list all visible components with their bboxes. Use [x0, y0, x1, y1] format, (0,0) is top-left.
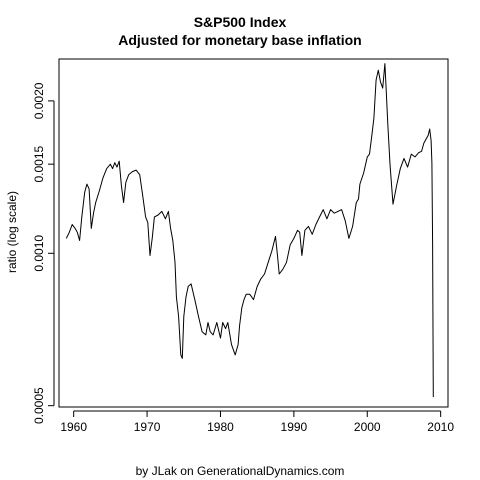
x-tick-label: 2010: [427, 420, 454, 434]
y-axis: 0.0005 0.0010 0.0015 0.0020: [32, 82, 55, 424]
x-tick-label: 1960: [60, 420, 87, 434]
x-tick-label: 1970: [134, 420, 161, 434]
y-tick-label: 0.0010: [32, 235, 46, 272]
credit-line: by JLak on GenerationalDynamics.com: [135, 464, 345, 478]
series-line: [65, 63, 434, 398]
x-axis: 1960 1970 1980 1990 2000 2010: [60, 410, 454, 434]
x-tick-label: 2000: [354, 420, 381, 434]
y-tick-label: 0.0015: [32, 145, 46, 182]
x-tick-label: 1990: [281, 420, 308, 434]
chart-subtitle: Adjusted for monetary base inflation: [118, 32, 362, 48]
y-tick-label: 0.0020: [32, 82, 46, 119]
plot-frame: [58, 58, 449, 408]
chart-title: S&P500 Index: [193, 14, 287, 30]
series-group: [65, 63, 434, 398]
y-tick-label: 0.0005: [32, 387, 46, 424]
x-tick-label: 1980: [207, 420, 234, 434]
